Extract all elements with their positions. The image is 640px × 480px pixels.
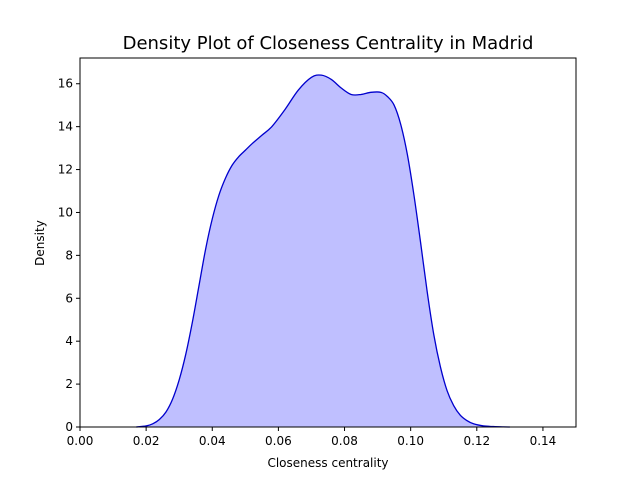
y-tick-label: 16 (58, 77, 73, 91)
y-tick-label: 14 (58, 120, 73, 134)
x-tick-label: 0.04 (199, 434, 226, 448)
x-tick-label: 0.14 (530, 434, 557, 448)
x-tick-label: 0.12 (463, 434, 490, 448)
y-tick-label: 10 (58, 205, 73, 219)
x-axis-label: Closeness centrality (267, 456, 388, 470)
y-tick-label: 6 (65, 291, 73, 305)
x-tick-label: 0.06 (265, 434, 292, 448)
y-axis: 0 2 4 6 8 10 12 14 16 (58, 77, 80, 434)
x-axis: 0.00 0.02 0.04 0.06 0.08 0.10 0.12 0.14 (67, 427, 557, 448)
x-tick-label: 0.08 (331, 434, 358, 448)
y-tick-label: 2 (65, 377, 73, 391)
chart-title: Density Plot of Closeness Centrality in … (123, 33, 534, 54)
x-tick-label: 0.00 (67, 434, 94, 448)
x-tick-label: 0.02 (133, 434, 160, 448)
x-tick-label: 0.10 (397, 434, 424, 448)
y-tick-label: 0 (65, 420, 73, 434)
y-axis-label: Density (33, 220, 47, 266)
y-tick-label: 8 (65, 248, 73, 262)
density-area-fill (136, 74, 510, 427)
plot-frame (79, 57, 577, 428)
y-tick-label: 12 (58, 163, 73, 177)
density-curve (136, 74, 510, 428)
y-tick-label: 4 (65, 334, 73, 348)
